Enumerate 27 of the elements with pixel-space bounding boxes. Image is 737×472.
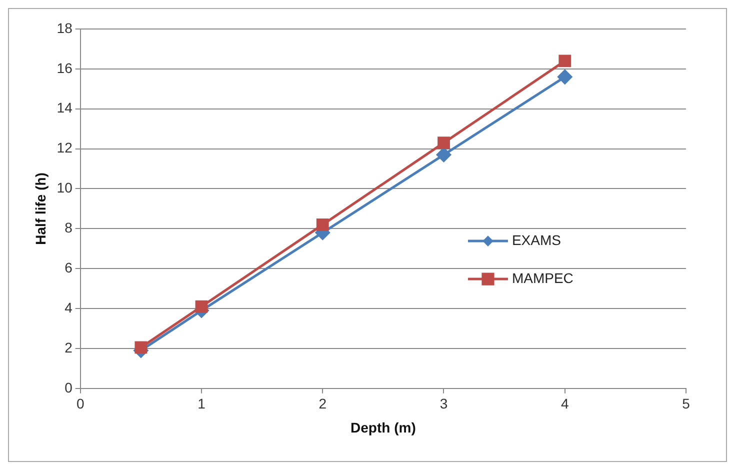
y-tick-label: 14 xyxy=(56,100,73,116)
point xyxy=(438,136,450,150)
x-tick-label: 2 xyxy=(318,396,327,412)
point xyxy=(558,70,572,84)
x-tick-label: 4 xyxy=(560,396,569,412)
x-tick-label: 5 xyxy=(682,396,690,412)
y-tick-label: 2 xyxy=(64,339,73,356)
x-axis-title: Depth (m) xyxy=(350,419,416,436)
point xyxy=(436,148,451,162)
y-tick-label: 0 xyxy=(64,379,73,396)
y-tick-label: 4 xyxy=(64,299,73,316)
point xyxy=(195,300,208,313)
y-tick-label: 18 xyxy=(56,20,73,36)
y-axis-title: Half life (h) xyxy=(32,172,48,245)
y-tick-label: 16 xyxy=(56,60,73,76)
y-tick-label: 8 xyxy=(64,220,73,236)
y-tick-label: 12 xyxy=(56,140,73,156)
legend-label: MAMPEC xyxy=(512,270,574,286)
x-tick-label: 1 xyxy=(198,396,206,412)
x-tick-label: 0 xyxy=(76,396,84,412)
point xyxy=(316,218,329,231)
x-tick-label: 3 xyxy=(440,396,448,412)
y-tick-label: 6 xyxy=(64,259,73,276)
point xyxy=(558,54,572,68)
point xyxy=(134,341,148,354)
legend-label: EXAMS xyxy=(512,232,561,248)
y-tick-label: 10 xyxy=(56,180,73,196)
